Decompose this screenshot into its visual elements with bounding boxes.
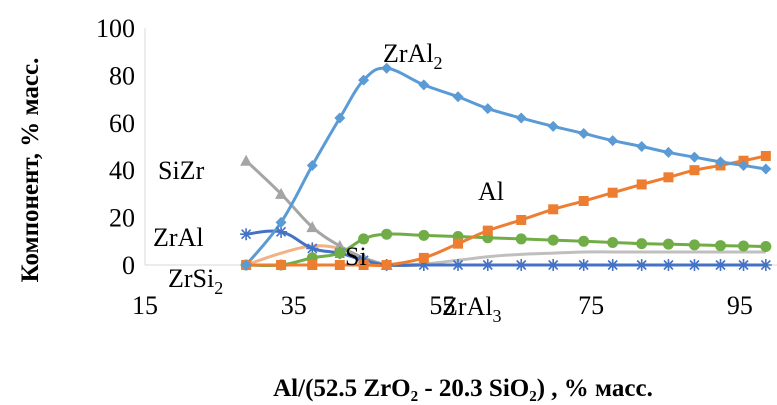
point-marker — [547, 259, 560, 271]
series-label: ZrSi2 — [168, 264, 223, 298]
point-marker — [515, 112, 527, 124]
point-marker — [358, 74, 370, 86]
point-marker — [547, 120, 559, 132]
point-marker — [358, 233, 370, 245]
series-label: SiZr — [158, 156, 205, 185]
axes — [144, 28, 777, 266]
point-marker — [607, 135, 619, 147]
point-marker — [417, 259, 430, 271]
point-marker — [607, 187, 618, 198]
point-marker — [688, 151, 700, 163]
point-marker — [240, 259, 252, 271]
x-tick-label: 95 — [727, 291, 753, 320]
point-marker — [577, 259, 590, 271]
point-marker — [306, 221, 319, 233]
point-marker — [578, 127, 590, 139]
point-marker — [482, 225, 493, 236]
point-marker — [688, 239, 700, 251]
x-tick-label: 55 — [429, 291, 455, 320]
point-marker — [662, 146, 674, 158]
point-marker — [714, 240, 726, 252]
series-labels: ZrAl2 Al Si SiZr ZrAl ZrSi2 ZrAl3 — [153, 39, 504, 326]
point-marker — [452, 91, 464, 103]
y-tick-label: 0 — [122, 251, 135, 280]
point-marker — [760, 163, 772, 175]
point-marker — [759, 259, 772, 271]
x-tick-label: 35 — [281, 291, 307, 320]
point-marker — [418, 79, 430, 91]
point-marker — [306, 242, 319, 255]
point-marker — [482, 103, 494, 115]
series-label: ZrAl — [153, 223, 204, 252]
point-marker — [358, 260, 369, 270]
point-marker — [636, 238, 648, 250]
point-marker — [662, 259, 675, 271]
point-marker — [418, 252, 429, 263]
point-marker — [636, 179, 647, 190]
series-lines — [244, 66, 767, 268]
series-label: Al — [478, 177, 504, 206]
point-marker — [737, 259, 750, 271]
point-marker — [334, 247, 346, 259]
point-marker — [381, 260, 392, 270]
series-label: ZrAl3 — [442, 292, 502, 326]
point-marker — [714, 259, 727, 271]
point-marker — [636, 141, 648, 152]
y-tick-label: 80 — [109, 61, 135, 90]
point-marker — [760, 241, 772, 253]
point-marker — [381, 228, 393, 240]
series-label: ZrAl2 — [383, 39, 443, 73]
x-axis-title: Al/(52.5 ZrO₂ - 20.3 SiO₂) , % масс. — [273, 375, 653, 402]
series-label: Si — [345, 242, 367, 271]
point-marker — [548, 204, 559, 215]
point-marker — [760, 150, 771, 161]
point-marker — [547, 234, 559, 246]
x-tick-label: 75 — [578, 291, 604, 320]
point-marker — [418, 229, 430, 241]
point-marker — [481, 259, 494, 271]
point-marker — [307, 260, 318, 270]
series-markers — [240, 62, 772, 271]
point-marker — [275, 187, 288, 199]
point-marker — [738, 159, 750, 171]
point-marker — [688, 259, 701, 271]
point-marker — [714, 156, 726, 168]
series-line — [246, 250, 766, 267]
point-marker — [334, 112, 346, 124]
point-marker — [516, 214, 527, 225]
point-marker — [738, 240, 750, 252]
point-marker — [333, 240, 346, 252]
y-tick-label: 100 — [96, 14, 135, 43]
point-marker — [240, 228, 253, 241]
point-marker — [662, 238, 674, 250]
point-marker — [334, 260, 345, 270]
point-marker — [453, 238, 464, 249]
y-axis-title: Компонент, % масс. — [17, 58, 44, 283]
point-marker — [606, 259, 619, 271]
point-marker — [276, 260, 287, 270]
point-marker — [607, 236, 619, 248]
x-tick-label: 15 — [132, 291, 158, 320]
series-line — [246, 154, 767, 268]
point-marker — [275, 216, 287, 228]
point-marker — [240, 154, 253, 166]
point-marker — [381, 62, 393, 74]
tick-labels: 0 20 40 60 80 100 15 35 55 75 95 — [96, 14, 753, 320]
point-marker — [578, 235, 590, 247]
point-marker — [275, 225, 288, 238]
point-marker — [452, 259, 465, 271]
point-marker — [635, 259, 648, 271]
point-marker — [515, 259, 528, 271]
y-tick-label: 20 — [109, 204, 135, 233]
y-tick-label: 40 — [109, 156, 135, 185]
point-marker — [578, 196, 589, 207]
point-marker — [689, 165, 700, 176]
point-marker — [663, 172, 674, 183]
point-marker — [515, 233, 527, 245]
y-tick-label: 60 — [109, 109, 135, 138]
point-marker — [306, 159, 318, 171]
